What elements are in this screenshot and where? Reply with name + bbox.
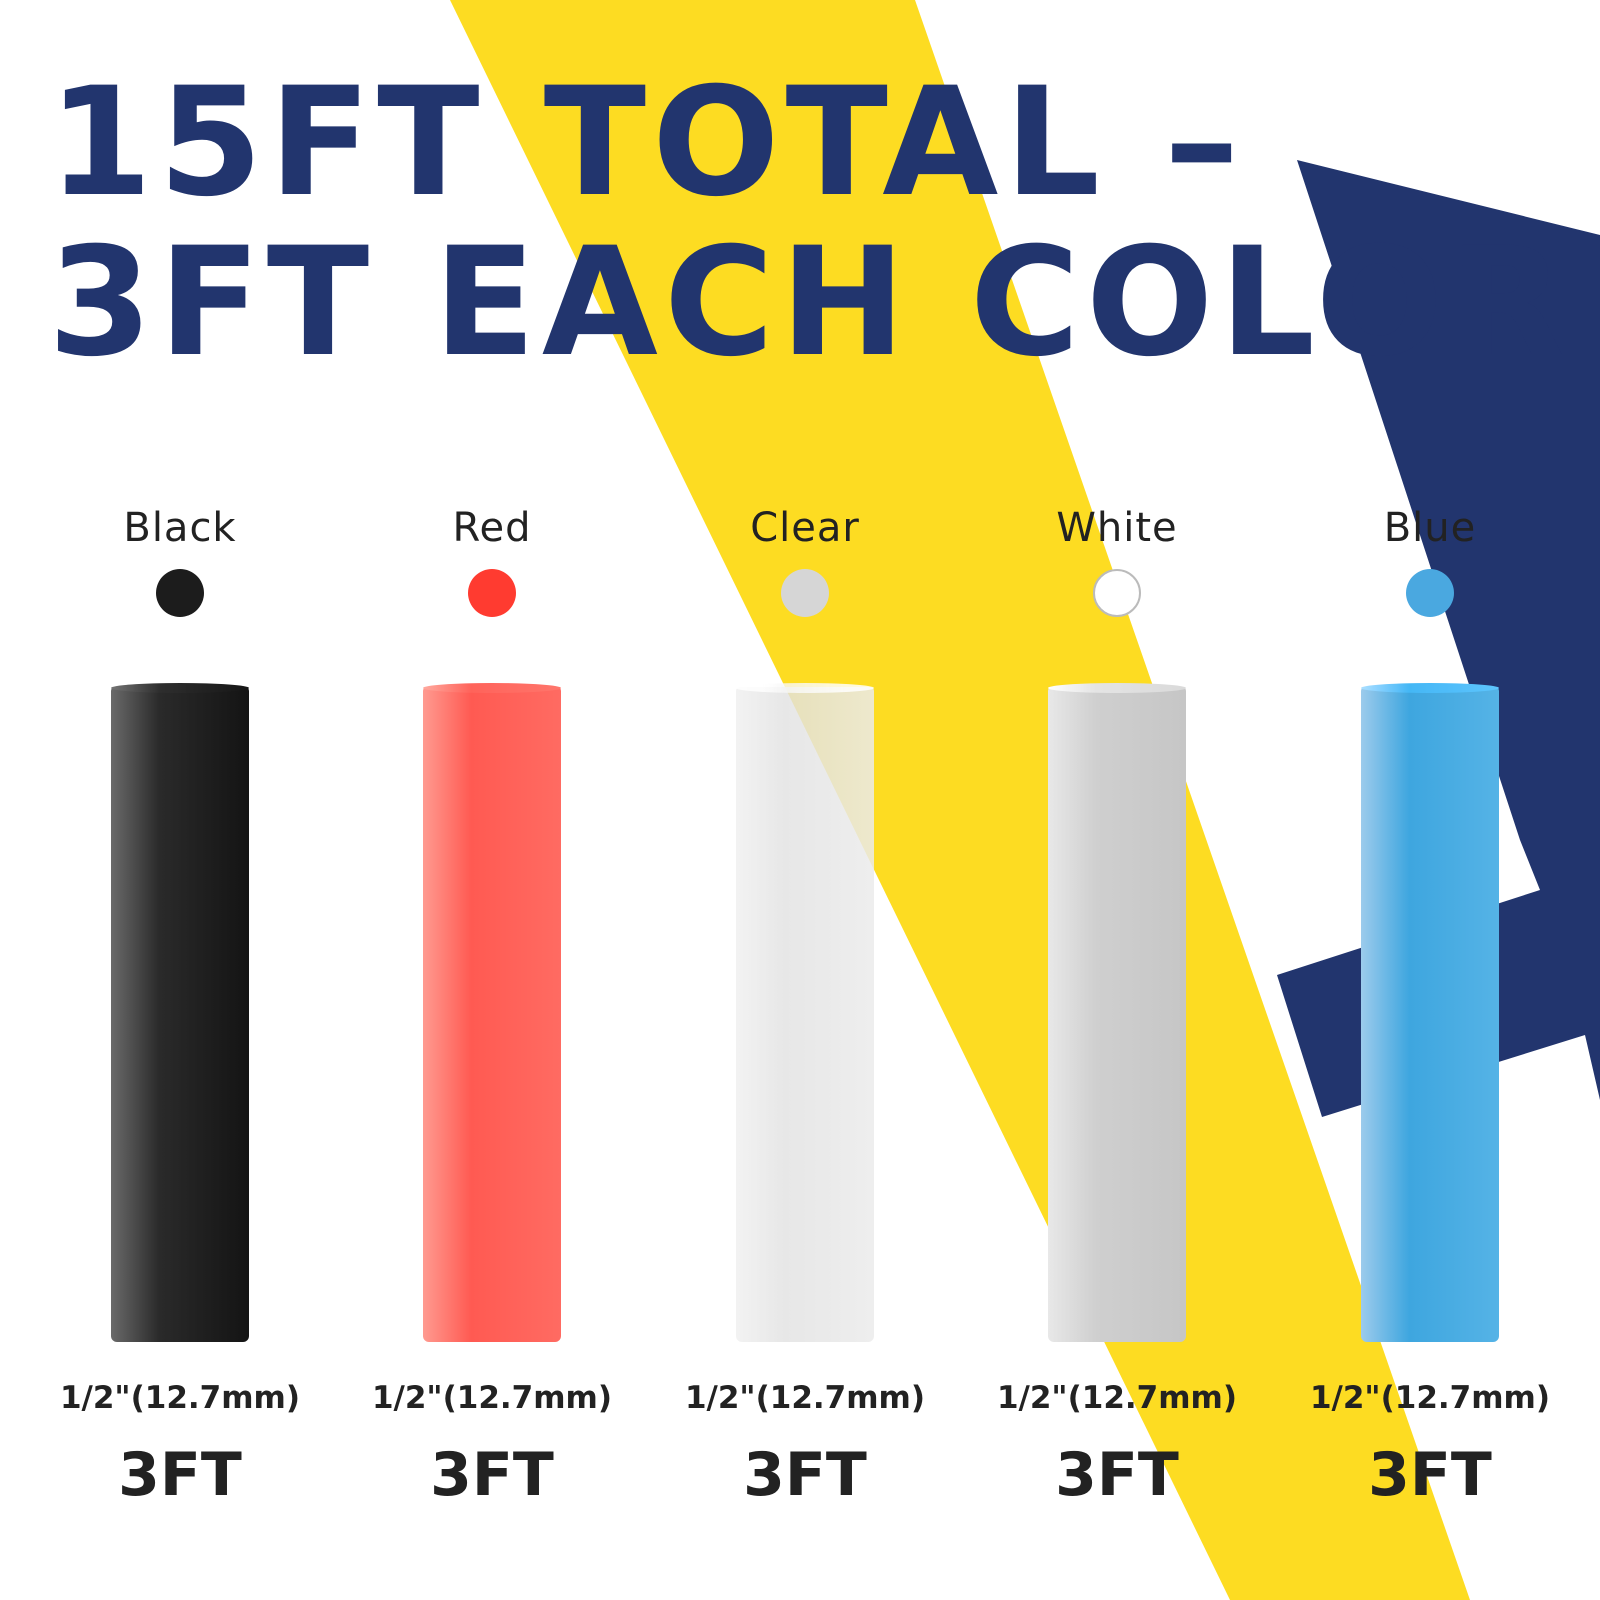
color-name: Black — [123, 505, 237, 551]
color-swatch — [468, 569, 516, 617]
diameter-label: 1/2"(12.7mm) — [1309, 1380, 1551, 1416]
color-swatch — [781, 569, 829, 617]
color-name: Red — [452, 505, 532, 551]
color-swatch — [156, 569, 204, 617]
tube-image — [1048, 687, 1186, 1342]
tube-image — [111, 687, 249, 1342]
tube-image — [423, 687, 561, 1342]
yellow-stripe — [450, 0, 1470, 1600]
diameter-label: 1/2"(12.7mm) — [59, 1380, 301, 1416]
headline-line-1: 15FT TOTAL – — [48, 56, 1246, 230]
product-color-black: Black 1/2"(12.7mm) 3FT — [30, 505, 330, 1510]
diameter-label: 1/2"(12.7mm) — [371, 1380, 613, 1416]
product-color-red: Red 1/2"(12.7mm) 3FT — [342, 505, 642, 1510]
color-swatch — [1406, 569, 1454, 617]
diameter-label: 1/2"(12.7mm) — [684, 1380, 926, 1416]
color-name: Clear — [750, 505, 860, 551]
tube-image — [1361, 687, 1499, 1342]
diameter-label: 1/2"(12.7mm) — [996, 1380, 1238, 1416]
color-name: White — [1056, 505, 1178, 551]
length-label: 3FT — [1055, 1440, 1179, 1510]
color-swatch — [1093, 569, 1141, 617]
length-label: 3FT — [430, 1440, 554, 1510]
navy-shape — [1277, 160, 1600, 1117]
product-color-blue: Blue 1/2"(12.7mm) 3FT — [1280, 505, 1580, 1510]
length-label: 3FT — [743, 1440, 867, 1510]
length-label: 3FT — [1368, 1440, 1492, 1510]
color-name: Blue — [1383, 505, 1477, 551]
product-color-white: White 1/2"(12.7mm) 3FT — [967, 505, 1267, 1510]
tube-image — [736, 687, 874, 1342]
headline-line-2: 3FT EACH COLOR — [48, 216, 1571, 390]
length-label: 3FT — [118, 1440, 242, 1510]
product-color-clear: Clear 1/2"(12.7mm) 3FT — [655, 505, 955, 1510]
